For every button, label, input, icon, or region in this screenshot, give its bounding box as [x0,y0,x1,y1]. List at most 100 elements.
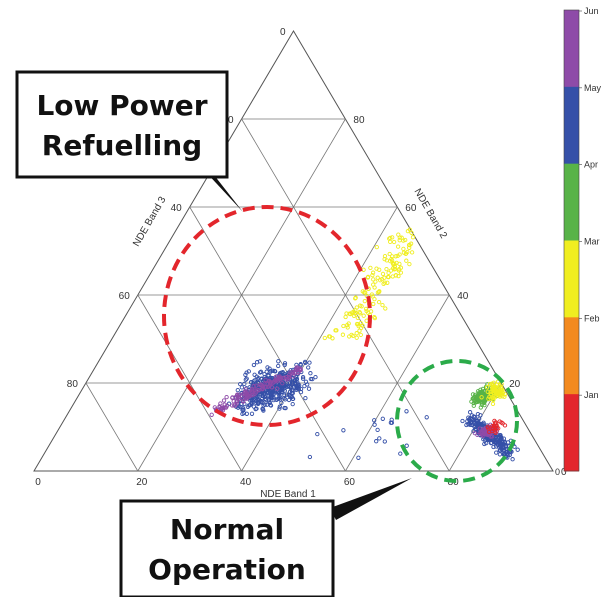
point-mar [347,334,352,339]
colorbar-segment [564,86,579,165]
point-mar [376,289,382,295]
point-may [488,440,494,446]
point-jun [278,376,283,381]
point-mar [389,254,395,259]
point-mar [398,265,404,270]
point-mar [365,275,370,280]
point-jun [237,392,242,397]
point-jun [280,381,285,386]
point-may [249,400,254,406]
point-may [240,407,245,413]
callout-low-power-line1: Low Power [36,89,207,122]
axis-label-band1: NDE Band 1 [260,489,316,500]
callouts: Low Power Refuelling Normal Operation [15,70,412,597]
point-may [307,360,312,365]
tick-band3: 40 [171,203,183,214]
point-may [510,457,515,462]
point-may [303,395,308,401]
tick-band2: 60 [405,203,417,214]
point-may [251,362,257,368]
point-may [261,408,266,413]
point-jun [293,368,298,373]
point-mar [334,328,339,333]
point-may [282,361,288,366]
callout-box-normal [119,499,335,597]
point-jun [242,389,248,394]
point-mar [371,282,376,287]
point-may [474,419,479,424]
circle-low-power [162,205,372,427]
point-apr [481,391,486,396]
point-may [515,447,520,452]
point-may [243,372,248,377]
point-mar [405,228,411,234]
point-may [290,401,295,407]
point-mar [353,296,358,301]
point-may [294,375,299,380]
point-may [356,455,361,460]
point-may [506,440,511,445]
point-mar [395,244,401,249]
callout-normal-line2: Operation [148,553,306,586]
point-may [235,387,240,393]
point-mar [370,294,375,299]
point-mar [357,303,363,308]
point-may [238,381,243,387]
point-jun [480,430,485,435]
point-jun [268,380,273,385]
point-may [302,359,308,365]
point-mar [373,279,378,284]
point-apr [481,399,487,405]
point-mar [410,235,416,240]
point-may [282,405,287,411]
point-mar [326,334,332,339]
point-mar [379,277,385,282]
triangle-outline [33,30,554,472]
point-may [279,385,284,391]
tick-band2: 0 [561,467,567,478]
point-may [465,419,470,424]
point-may [288,384,294,389]
point-mar [368,265,373,271]
point-may [248,380,254,385]
callout-box-low-power [15,70,229,179]
point-jun [245,392,250,397]
point-may [265,390,270,395]
point-jun [275,375,280,381]
point-may [464,422,469,428]
point-may [308,371,313,376]
point-may [276,363,281,369]
point-mar [407,242,412,248]
point-may [264,369,269,374]
point-jun [209,412,214,417]
point-mar [490,387,495,392]
point-mar [502,394,507,399]
point-may [469,422,474,428]
point-may [277,406,282,411]
point-may [485,438,490,443]
point-mar [485,389,490,394]
point-mar [374,244,379,250]
point-may [252,372,257,377]
tick-band2: 80 [353,115,365,126]
axis-label-band3: NDE Band 3 [131,195,169,249]
point-mar [356,322,361,327]
point-jun [472,430,477,436]
point-may [298,386,304,392]
point-may [238,404,243,410]
point-mar [401,246,406,252]
point-may [374,439,379,444]
tick-band1: 60 [344,477,356,488]
callout-normal-line1: Normal [170,513,284,546]
point-apr [485,382,490,387]
point-apr [476,399,481,404]
point-mar [374,266,379,271]
point-may [259,399,264,404]
grid-line-band3 [137,294,242,472]
point-jun [254,383,259,388]
point-mar [340,332,346,337]
point-jun [290,374,295,379]
point-jun [244,396,250,401]
callout-low-power-line2: Refuelling [42,129,202,162]
point-mar [363,306,369,312]
